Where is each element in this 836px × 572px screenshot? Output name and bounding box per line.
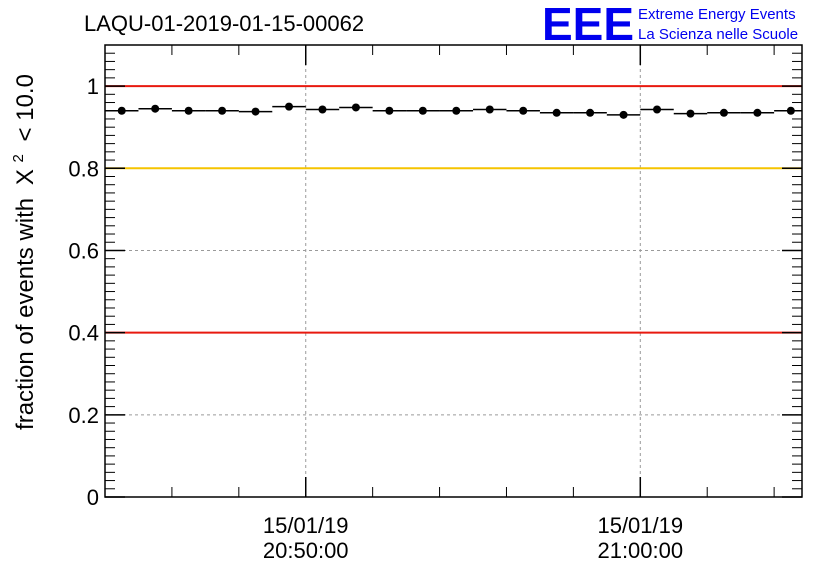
data-point xyxy=(418,106,427,115)
data-point xyxy=(151,104,160,113)
data-point xyxy=(719,108,728,117)
data-point xyxy=(251,107,260,116)
y-axis-label: fraction of events with X 2 < 10.0 xyxy=(2,74,39,430)
data-point xyxy=(519,106,528,115)
data-point xyxy=(117,106,126,115)
axes: 00.20.40.60.8115/01/1920:50:0015/01/1921… xyxy=(68,45,802,563)
data-points xyxy=(105,102,802,119)
data-point xyxy=(786,106,795,115)
y-tick-label: 0.4 xyxy=(68,321,99,346)
plot-frame xyxy=(104,44,803,498)
data-point xyxy=(586,108,595,117)
y-axis-label-prefix: fraction of events with xyxy=(12,198,39,430)
data-point xyxy=(485,105,494,114)
data-point xyxy=(452,106,461,115)
data-point xyxy=(218,106,227,115)
x-tick-date-label: 15/01/19 xyxy=(597,513,683,538)
y-tick-label: 0 xyxy=(87,485,99,510)
data-point xyxy=(753,108,762,117)
data-point xyxy=(653,105,662,114)
eee-logo: EEE Extreme Energy Events La Scienza nel… xyxy=(542,0,798,50)
data-point xyxy=(318,105,327,114)
data-point xyxy=(285,102,294,111)
eee-logo-line2: La Scienza nelle Scuole xyxy=(638,26,798,43)
y-axis-label-symbol: X xyxy=(12,169,39,185)
data-point xyxy=(184,106,193,115)
x-tick-time-label: 20:50:00 xyxy=(263,538,349,563)
x-tick-date-label: 15/01/19 xyxy=(263,513,349,538)
data-point xyxy=(385,106,394,115)
data-point xyxy=(552,108,561,117)
chart-title: LAQU-01-2019-01-15-00062 xyxy=(84,11,364,36)
eee-logo-line1: Extreme Energy Events xyxy=(638,6,796,23)
y-axis-label-suffix: < 10.0 xyxy=(12,74,39,141)
threshold-lines xyxy=(105,85,802,334)
data-point xyxy=(351,103,360,112)
eee-logo-text: EEE xyxy=(542,0,634,50)
y-tick-label: 0.8 xyxy=(68,156,99,181)
y-axis-label-superscript: 2 xyxy=(10,154,27,162)
data-point xyxy=(619,110,628,119)
y-tick-label: 0.2 xyxy=(68,403,99,428)
x-tick-time-label: 21:00:00 xyxy=(597,538,683,563)
y-tick-label: 0.6 xyxy=(68,238,99,263)
data-point xyxy=(686,109,695,118)
y-tick-label: 1 xyxy=(87,74,99,99)
